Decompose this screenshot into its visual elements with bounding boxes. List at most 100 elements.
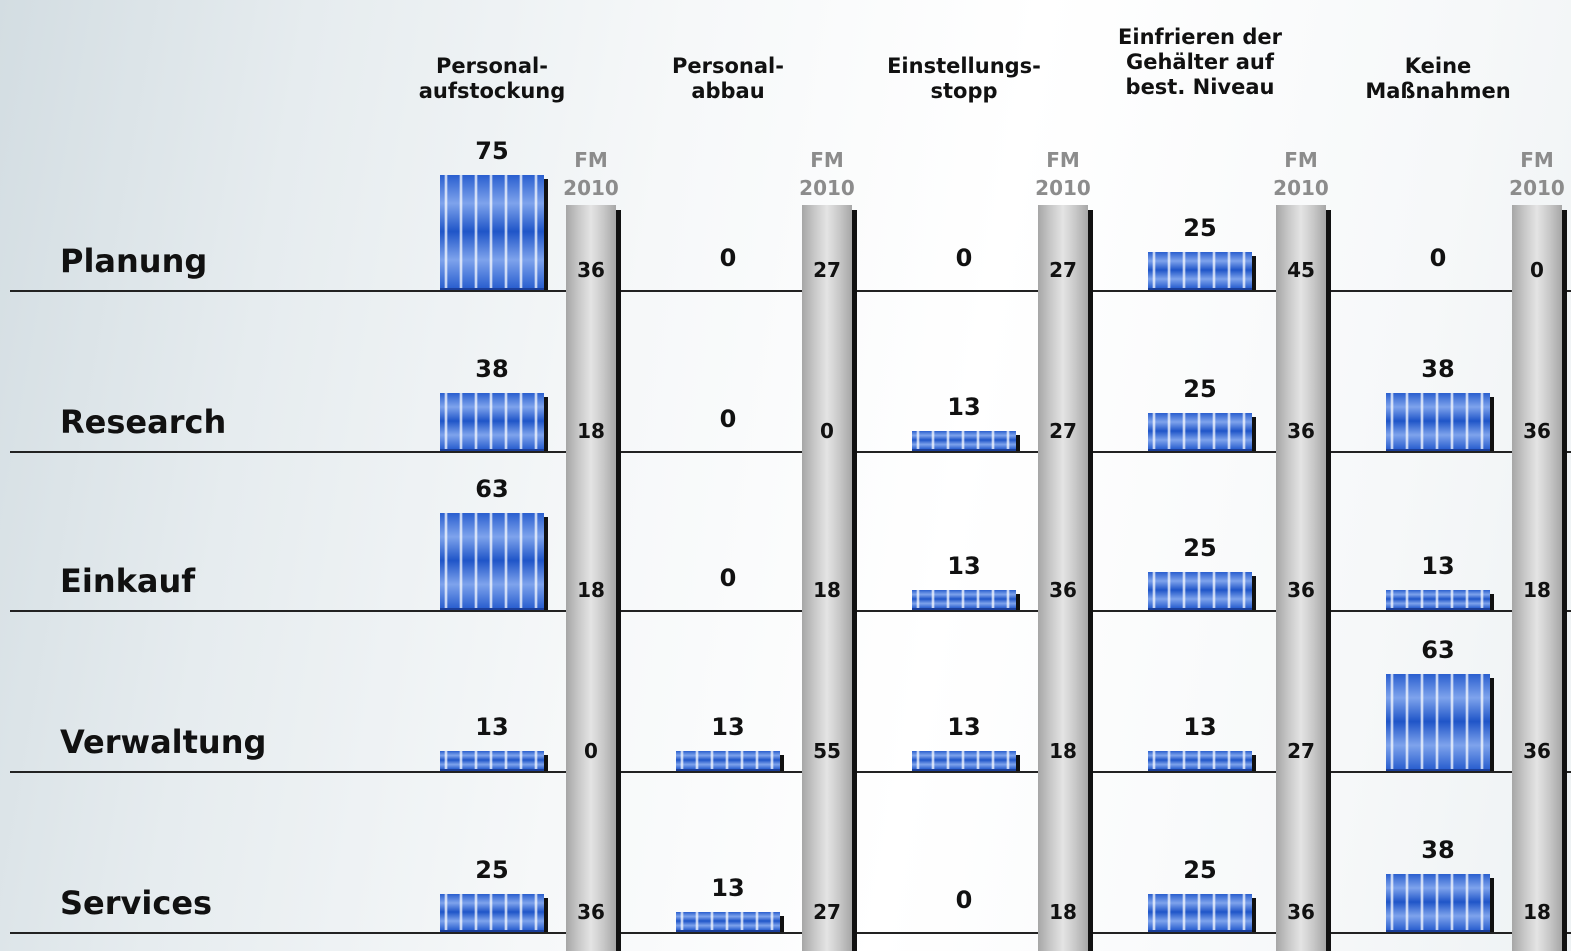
row-separator-line [10,451,1571,453]
fm-strip-shadow [616,210,621,951]
fm2010-value-label: 18 [1049,739,1077,763]
fm2010-value-label: 36 [1287,900,1315,924]
bar-shadow [544,179,548,290]
bar [676,751,780,771]
bar [440,894,544,932]
bar-value-label: 0 [955,886,973,914]
fm2010-label: FM 2010 [1035,148,1091,200]
bar-shadow [1490,678,1494,771]
bar-shadow [1252,898,1256,932]
category-label: Verwaltung [60,723,267,761]
bar [1386,393,1490,451]
fm2010-value-label: 0 [820,419,834,443]
bar-shadow [544,397,548,451]
column-header: Keine Maßnahmen [1365,54,1511,103]
fm2010-label: FM 2010 [1273,148,1329,200]
fm2010-value-label: 0 [1530,258,1544,282]
fm2010-strip [1276,205,1326,951]
fm2010-value-label: 0 [584,739,598,763]
bar-value-label: 13 [475,713,509,741]
bar [440,513,544,610]
bar-value-label: 63 [475,475,509,503]
bar-value-label: 13 [947,552,981,580]
fm2010-label: FM 2010 [563,148,619,200]
bar-shadow [1490,594,1494,610]
bar-value-label: 0 [1429,244,1447,272]
fm2010-value-label: 55 [813,739,841,763]
bar-shadow [1252,417,1256,451]
bar-value-label: 75 [475,137,509,165]
category-label: Research [60,403,227,441]
row-separator-line [10,771,1571,773]
bar [1148,413,1252,451]
bar [1148,894,1252,932]
fm2010-value-label: 27 [1049,419,1077,443]
bar-value-label: 25 [1183,856,1217,884]
bar [1386,874,1490,932]
fm2010-strip [1512,205,1562,951]
bar-value-label: 0 [719,405,737,433]
bar-shadow [1016,435,1020,451]
fm2010-value-label: 18 [577,419,605,443]
fm2010-value-label: 36 [1287,578,1315,602]
fm2010-value-label: 36 [1287,419,1315,443]
bar [440,175,544,290]
bar [912,431,1016,451]
fm2010-value-label: 36 [577,900,605,924]
bar-shadow [544,898,548,932]
bar-shadow [544,517,548,610]
fm-strip-shadow [1326,210,1331,951]
bar-value-label: 25 [1183,214,1217,242]
bar-shadow [1252,256,1256,290]
row-separator-line [10,610,1571,612]
bar-value-label: 13 [1183,713,1217,741]
bar-value-label: 25 [475,856,509,884]
fm2010-value-label: 18 [1049,900,1077,924]
bar-shadow [1252,576,1256,610]
fm2010-value-label: 36 [1523,739,1551,763]
fm2010-value-label: 36 [1523,419,1551,443]
row-separator-line [10,290,1571,292]
column-header: Einfrieren der Gehälter auf best. Niveau [1118,25,1282,99]
bar [1148,252,1252,290]
bar [912,590,1016,610]
bar-value-label: 13 [1421,552,1455,580]
category-label: Einkauf [60,562,196,600]
bar [1386,674,1490,771]
bar [440,751,544,771]
fm2010-value-label: 18 [1523,900,1551,924]
bar-value-label: 13 [947,393,981,421]
bar-value-label: 0 [719,244,737,272]
bar-shadow [1252,755,1256,771]
bar-value-label: 13 [711,713,745,741]
bar [1386,590,1490,610]
bar-shadow [1490,397,1494,451]
bar-value-label: 0 [955,244,973,272]
bar [912,751,1016,771]
fm2010-label: FM 2010 [799,148,855,200]
bar-shadow [544,755,548,771]
bar-value-label: 25 [1183,375,1217,403]
fm2010-value-label: 36 [1049,578,1077,602]
fm2010-value-label: 18 [1523,578,1551,602]
fm2010-label: FM 2010 [1509,148,1565,200]
bar-value-label: 13 [947,713,981,741]
column-header: Personal- aufstockung [418,54,566,103]
bar-shadow [780,755,784,771]
bar-value-label: 13 [711,874,745,902]
fm-strip-shadow [1088,210,1093,951]
category-label: Services [60,884,213,922]
fm2010-value-label: 18 [577,578,605,602]
category-label: Planung [60,242,208,280]
bar-value-label: 38 [1421,836,1455,864]
bar-value-label: 38 [475,355,509,383]
fm-strip-shadow [852,210,857,951]
bar [676,912,780,932]
bar [440,393,544,451]
bar-shadow [1016,594,1020,610]
fm2010-value-label: 18 [813,578,841,602]
bar-value-label: 63 [1421,636,1455,664]
fm-strip-shadow [1562,210,1567,951]
fm2010-strip [566,205,616,951]
bar [1148,751,1252,771]
